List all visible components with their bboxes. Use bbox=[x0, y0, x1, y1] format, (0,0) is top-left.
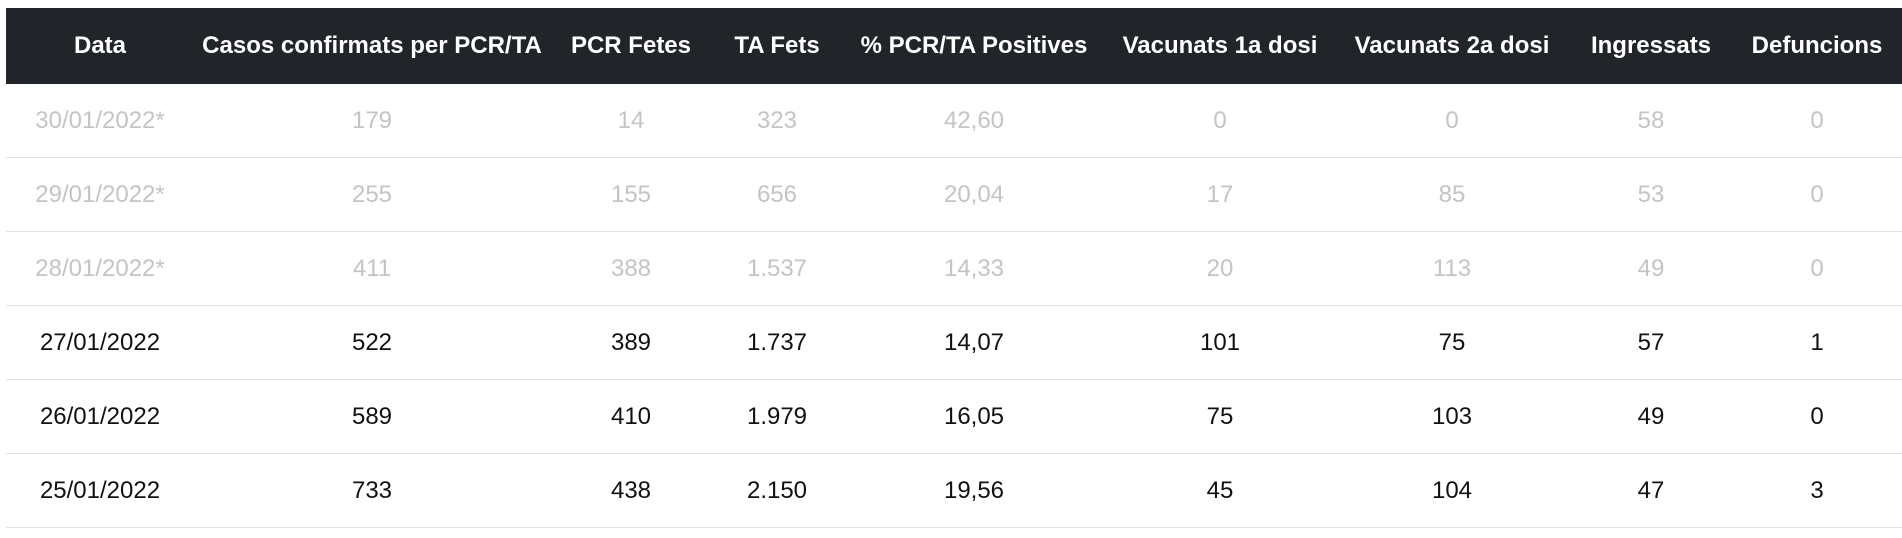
cell-pcr: 155 bbox=[550, 157, 712, 232]
cell-defuncions: 1 bbox=[1732, 305, 1902, 380]
cell-vac2: 103 bbox=[1334, 379, 1570, 454]
cell-vac1: 101 bbox=[1106, 305, 1334, 380]
cell-pcr: 389 bbox=[550, 305, 712, 380]
cell-ingressats: 53 bbox=[1570, 157, 1732, 232]
cell-casos: 522 bbox=[194, 305, 550, 380]
cell-casos: 589 bbox=[194, 379, 550, 454]
header-ingressats: Ingressats bbox=[1590, 32, 1712, 59]
cell-percent: 16,05 bbox=[842, 379, 1106, 454]
table-row: 25/01/2022 733 438 2.150 19,56 45 104 47 3 bbox=[6, 453, 1902, 528]
cell-defuncions: 0 bbox=[1732, 84, 1902, 158]
cell-percent: 19,56 bbox=[842, 453, 1106, 528]
table-body: 30/01/2022* 179 14 323 42,60 0 0 58 0 29/01/2022*… bbox=[6, 84, 1902, 528]
header-row: Data Casos confirmats per PCR/TA PCR Fet… bbox=[6, 8, 1902, 84]
cell-vac1: 45 bbox=[1106, 453, 1334, 528]
header-vacunats-2a-dosi: Vacunats 2a dosi bbox=[1354, 32, 1550, 59]
table-row: 26/01/2022 589 410 1.979 16,05 75 103 49 0 bbox=[6, 379, 1902, 454]
cell-defuncions: 0 bbox=[1732, 231, 1902, 306]
cell-casos: 733 bbox=[194, 453, 550, 528]
header-ta-fets: TA Fets bbox=[734, 32, 820, 59]
cell-casos: 411 bbox=[194, 231, 550, 306]
table-row: 27/01/2022 522 389 1.737 14,07 101 75 57 1 bbox=[6, 305, 1902, 380]
cell-defuncions: 0 bbox=[1732, 379, 1902, 454]
header-casos-confirmats: Casos confirmats per PCR/TA bbox=[202, 32, 542, 59]
cell-ta: 1.979 bbox=[712, 379, 842, 454]
cell-date: 30/01/2022* bbox=[6, 84, 194, 158]
cell-ta: 1.737 bbox=[712, 305, 842, 380]
cell-ingressats: 47 bbox=[1570, 453, 1732, 528]
cell-pcr: 14 bbox=[550, 84, 712, 158]
header-data: Data bbox=[73, 32, 127, 59]
cell-vac2: 0 bbox=[1334, 84, 1570, 158]
cell-percent: 20,04 bbox=[842, 157, 1106, 232]
cell-ta: 656 bbox=[712, 157, 842, 232]
covid-data-table: Data Casos confirmats per PCR/TA PCR Fet… bbox=[6, 8, 1902, 528]
cell-date: 27/01/2022 bbox=[6, 305, 194, 380]
cell-ta: 2.150 bbox=[712, 453, 842, 528]
covid-data-table-container: Data Casos confirmats per PCR/TA PCR Fet… bbox=[6, 8, 1902, 528]
table-row: 29/01/2022* 255 155 656 20,04 17 85 53 0 bbox=[6, 157, 1902, 232]
cell-percent: 42,60 bbox=[842, 84, 1106, 158]
cell-casos: 179 bbox=[194, 84, 550, 158]
cell-vac2: 85 bbox=[1334, 157, 1570, 232]
cell-ingressats: 58 bbox=[1570, 84, 1732, 158]
cell-percent: 14,07 bbox=[842, 305, 1106, 380]
cell-percent: 14,33 bbox=[842, 231, 1106, 306]
cell-date: 26/01/2022 bbox=[6, 379, 194, 454]
cell-ingressats: 49 bbox=[1570, 231, 1732, 306]
table-row: 28/01/2022* 411 388 1.537 14,33 20 113 49 0 bbox=[6, 231, 1902, 306]
cell-ta: 323 bbox=[712, 84, 842, 158]
cell-pcr: 410 bbox=[550, 379, 712, 454]
cell-date: 29/01/2022* bbox=[6, 157, 194, 232]
cell-defuncions: 0 bbox=[1732, 157, 1902, 232]
cell-vac1: 0 bbox=[1106, 84, 1334, 158]
cell-vac2: 75 bbox=[1334, 305, 1570, 380]
header-defuncions: Defuncions bbox=[1751, 32, 1883, 59]
cell-pcr: 438 bbox=[550, 453, 712, 528]
cell-vac2: 104 bbox=[1334, 453, 1570, 528]
cell-date: 25/01/2022 bbox=[6, 453, 194, 528]
header-pcr-fetes: PCR Fetes bbox=[570, 32, 692, 59]
cell-ingressats: 57 bbox=[1570, 305, 1732, 380]
cell-vac1: 17 bbox=[1106, 157, 1334, 232]
table-row: 30/01/2022* 179 14 323 42,60 0 0 58 0 bbox=[6, 84, 1902, 158]
cell-defuncions: 3 bbox=[1732, 453, 1902, 528]
cell-vac2: 113 bbox=[1334, 231, 1570, 306]
cell-casos: 255 bbox=[194, 157, 550, 232]
cell-pcr: 388 bbox=[550, 231, 712, 306]
cell-date: 28/01/2022* bbox=[6, 231, 194, 306]
cell-ta: 1.537 bbox=[712, 231, 842, 306]
header-percent-positives: % PCR/TA Positives bbox=[860, 32, 1088, 59]
cell-ingressats: 49 bbox=[1570, 379, 1732, 454]
table-header: Data Casos confirmats per PCR/TA PCR Fet… bbox=[6, 8, 1902, 84]
cell-vac1: 20 bbox=[1106, 231, 1334, 306]
cell-vac1: 75 bbox=[1106, 379, 1334, 454]
header-vacunats-1a-dosi: Vacunats 1a dosi bbox=[1122, 32, 1318, 59]
